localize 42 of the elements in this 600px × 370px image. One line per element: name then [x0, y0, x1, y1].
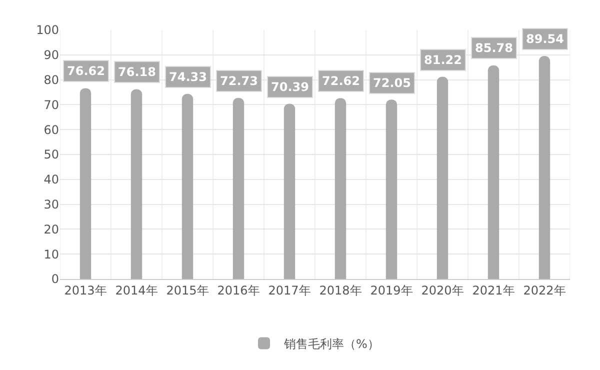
- data-label: 76.62: [67, 64, 105, 78]
- data-label: 74.33: [169, 70, 207, 84]
- data-label: 76.18: [118, 65, 156, 79]
- y-tick-label: 50: [44, 148, 59, 162]
- x-tick-label: 2019年: [370, 283, 413, 298]
- y-tick-label: 20: [44, 222, 59, 236]
- data-label: 72.73: [220, 74, 258, 88]
- bar: [436, 76, 448, 279]
- y-tick-label: 80: [44, 73, 59, 87]
- data-label: 70.39: [271, 80, 309, 94]
- legend-label: 销售毛利率（%）: [283, 336, 380, 351]
- data-label: 85.78: [475, 41, 513, 55]
- x-tick-label: 2017年: [268, 283, 311, 298]
- x-tick-label: 2020年: [421, 283, 464, 298]
- bar: [538, 56, 550, 279]
- x-tick-label: 2015年: [166, 283, 209, 298]
- x-tick-label: 2014年: [115, 283, 158, 298]
- data-label: 81.22: [424, 53, 462, 67]
- x-tick-label: 2018年: [319, 283, 362, 298]
- bar: [232, 98, 244, 279]
- y-tick-label: 30: [44, 198, 59, 212]
- y-tick-label: 10: [44, 247, 59, 262]
- y-tick-label: 60: [44, 122, 59, 137]
- y-tick-label: 90: [44, 48, 59, 62]
- bar: [334, 98, 346, 279]
- x-tick-label: 2013年: [64, 283, 107, 298]
- y-tick-label: 100: [36, 23, 59, 38]
- y-tick-label: 0: [51, 272, 59, 286]
- bar: [80, 88, 92, 279]
- y-tick-label: 70: [44, 98, 59, 112]
- bar: [488, 65, 500, 279]
- x-tick-label: 2022年: [523, 283, 566, 298]
- bar: [386, 100, 398, 279]
- data-label: 89.54: [526, 32, 564, 46]
- bar: [284, 104, 296, 279]
- bar: [182, 94, 194, 279]
- data-label: 72.62: [322, 74, 360, 88]
- data-label: 72.05: [373, 76, 411, 90]
- x-tick-label: 2021年: [472, 283, 515, 298]
- y-tick-label: 40: [44, 172, 59, 187]
- bar: [130, 89, 142, 279]
- x-tick-label: 2016年: [217, 283, 260, 298]
